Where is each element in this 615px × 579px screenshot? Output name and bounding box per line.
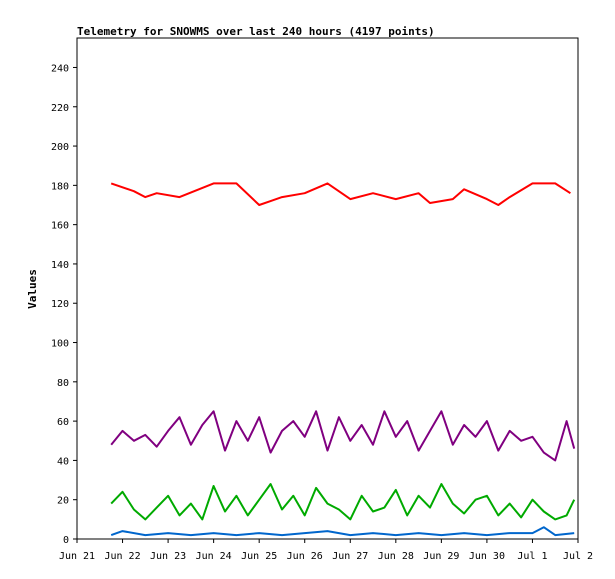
- x-tick-label: Jun 23: [150, 551, 186, 562]
- y-tick-label: 80: [57, 378, 69, 389]
- y-tick-label: 240: [51, 63, 69, 74]
- y-tick-label: 180: [51, 181, 69, 192]
- series-line-0: [110, 182, 571, 206]
- series-line-1: [110, 410, 576, 462]
- y-tick-label: 200: [51, 142, 69, 153]
- series-line-2: [110, 483, 576, 521]
- x-tick-label: Jun 27: [332, 551, 368, 562]
- x-tick-label: Jun 22: [104, 551, 140, 562]
- x-tick-label: Jun 29: [423, 551, 459, 562]
- y-tick-label: 160: [51, 221, 69, 232]
- x-tick-label: Jun 26: [287, 551, 323, 562]
- y-tick-label: 140: [51, 260, 69, 271]
- y-axis: 0 20 40 60 80 100 120 140 160 180 200 220 240: [51, 63, 77, 546]
- x-tick-label: Jun 30: [469, 551, 505, 562]
- y-tick-label: 20: [57, 496, 69, 507]
- y-tick-label: 60: [57, 417, 69, 428]
- plot-area: [76, 37, 579, 540]
- x-tick-label: Jun 24: [196, 551, 232, 562]
- chart-title: Telemetry for SNOWMS over last 240 hours…: [77, 25, 435, 38]
- y-tick-label: 120: [51, 299, 69, 310]
- x-tick-label: Jun 28: [378, 551, 414, 562]
- y-axis-label: Values: [26, 269, 39, 309]
- y-tick-label: 220: [51, 103, 69, 114]
- x-tick-label: Jun 21: [59, 551, 95, 562]
- x-tick-label: Jun 25: [241, 551, 277, 562]
- y-tick-label: 40: [57, 456, 69, 467]
- x-tick-label: Jul 2: [563, 551, 593, 562]
- y-tick-label: 0: [63, 535, 69, 546]
- series-layer: [110, 182, 576, 537]
- x-axis: Jun 21 Jun 22 Jun 23 Jun 24 Jun 25 Jun 26 Jun …: [59, 539, 593, 562]
- x-tick-label: Jul 1: [517, 551, 547, 562]
- series-line-3: [110, 526, 575, 537]
- y-tick-label: 100: [51, 339, 69, 350]
